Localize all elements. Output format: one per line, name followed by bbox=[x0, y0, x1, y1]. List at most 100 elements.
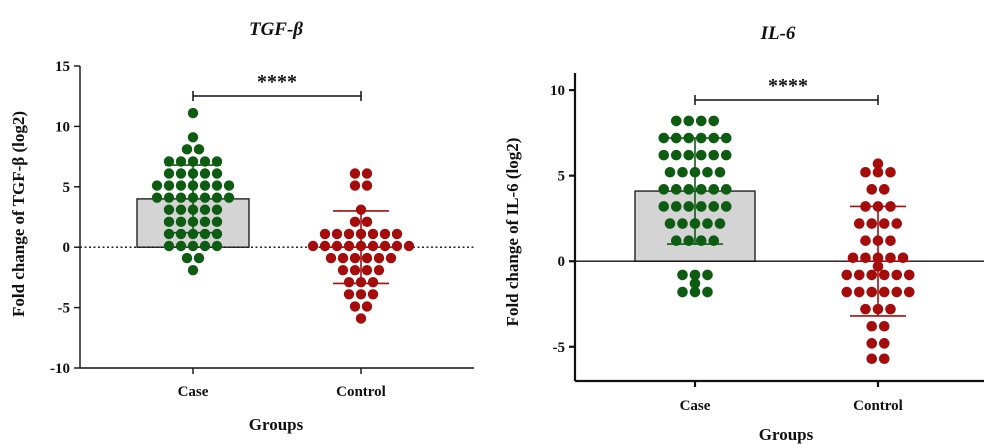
data-point-control bbox=[319, 240, 331, 252]
data-point-control bbox=[367, 228, 379, 240]
y-tick-label: -10 bbox=[50, 361, 70, 377]
data-point-control bbox=[361, 264, 373, 276]
data-point-case bbox=[658, 149, 670, 161]
x-tick-label-case: Case bbox=[178, 384, 209, 400]
data-point-case bbox=[720, 149, 732, 161]
data-point-case bbox=[683, 115, 695, 127]
data-point-case bbox=[677, 218, 688, 229]
data-point-control bbox=[361, 168, 373, 179]
significance-marker: **** bbox=[257, 71, 297, 93]
data-point-case bbox=[714, 218, 726, 229]
data-point-case bbox=[223, 180, 235, 191]
data-point-case bbox=[670, 115, 682, 127]
data-point-case bbox=[163, 216, 175, 228]
data-point-case bbox=[187, 107, 199, 119]
data-point-case bbox=[175, 204, 187, 215]
data-point-control bbox=[866, 338, 878, 349]
data-point-case bbox=[187, 264, 199, 276]
data-point-control bbox=[361, 252, 373, 264]
data-point-control bbox=[885, 235, 896, 246]
data-point-control bbox=[860, 166, 871, 178]
data-point-case bbox=[211, 240, 223, 252]
data-point-case bbox=[683, 201, 695, 212]
data-point-case bbox=[211, 168, 223, 179]
data-point-case bbox=[702, 269, 713, 281]
data-point-control bbox=[361, 180, 373, 191]
data-point-control bbox=[903, 269, 915, 281]
data-point-case bbox=[151, 180, 163, 191]
data-point-control bbox=[853, 269, 865, 281]
data-point-case bbox=[175, 168, 187, 179]
data-point-control bbox=[343, 240, 355, 252]
data-point-case bbox=[163, 180, 175, 191]
data-point-case bbox=[187, 156, 199, 167]
data-point-control bbox=[885, 303, 896, 315]
data-point-case bbox=[163, 204, 175, 215]
data-point-case bbox=[658, 132, 670, 144]
data-point-control bbox=[325, 252, 337, 264]
data-point-case bbox=[677, 269, 688, 281]
data-point-control bbox=[367, 240, 379, 252]
x-axis-label: Groups bbox=[249, 415, 304, 434]
data-point-case bbox=[720, 184, 732, 195]
data-point-case bbox=[720, 201, 732, 212]
data-point-control bbox=[349, 301, 361, 312]
data-point-case bbox=[689, 286, 701, 298]
data-point-control bbox=[307, 240, 319, 252]
data-point-case bbox=[708, 201, 720, 212]
data-point-case bbox=[175, 216, 187, 228]
data-point-case bbox=[664, 166, 676, 178]
x-axis-label: Groups bbox=[759, 425, 814, 444]
data-point-control bbox=[379, 240, 391, 252]
data-point-control bbox=[337, 264, 349, 276]
data-point-control bbox=[891, 218, 903, 229]
data-point-control bbox=[373, 252, 385, 264]
data-point-control bbox=[403, 240, 415, 252]
data-point-case bbox=[199, 168, 211, 179]
data-point-control bbox=[866, 320, 878, 332]
data-point-control bbox=[841, 269, 853, 281]
data-point-control bbox=[866, 269, 878, 281]
y-tick-labels: 10 5 0 -5 bbox=[550, 83, 565, 356]
data-point-control bbox=[355, 204, 367, 215]
data-point-control bbox=[891, 269, 903, 281]
y-tick-label: 10 bbox=[550, 83, 565, 99]
data-point-control bbox=[866, 184, 878, 195]
data-point-control bbox=[878, 338, 890, 349]
data-point-case bbox=[658, 184, 670, 195]
data-point-case bbox=[175, 228, 187, 240]
data-point-case bbox=[187, 228, 199, 240]
chart-title: IL-6 bbox=[760, 23, 796, 44]
data-point-control bbox=[860, 303, 871, 315]
y-tick-label: 10 bbox=[55, 119, 70, 135]
data-point-case bbox=[695, 184, 707, 195]
data-point-control bbox=[878, 286, 890, 298]
data-point-case bbox=[175, 180, 187, 191]
data-point-control bbox=[878, 353, 890, 365]
data-point-case bbox=[211, 228, 223, 240]
data-point-case bbox=[689, 278, 701, 289]
data-point-case bbox=[670, 184, 682, 195]
data-point-control bbox=[349, 168, 361, 179]
significance-marker: **** bbox=[768, 75, 808, 97]
y-tick-label: 0 bbox=[63, 240, 71, 256]
data-point-case bbox=[708, 149, 720, 161]
data-point-control bbox=[355, 313, 367, 324]
data-point-case bbox=[670, 201, 682, 212]
data-point-control bbox=[866, 286, 878, 298]
data-point-control bbox=[337, 252, 349, 264]
data-point-control bbox=[391, 240, 403, 252]
data-point-case bbox=[187, 132, 199, 143]
data-point-case bbox=[702, 286, 713, 298]
data-point-case bbox=[683, 184, 695, 195]
data-point-control bbox=[373, 264, 385, 276]
data-point-case bbox=[714, 166, 726, 178]
data-point-control bbox=[853, 286, 865, 298]
x-tick-label-control: Control bbox=[336, 384, 386, 400]
data-point-case bbox=[720, 132, 732, 144]
data-point-control bbox=[878, 269, 890, 281]
y-tick-label: 5 bbox=[63, 180, 71, 196]
data-point-case bbox=[163, 156, 175, 167]
data-point-case bbox=[187, 240, 199, 252]
